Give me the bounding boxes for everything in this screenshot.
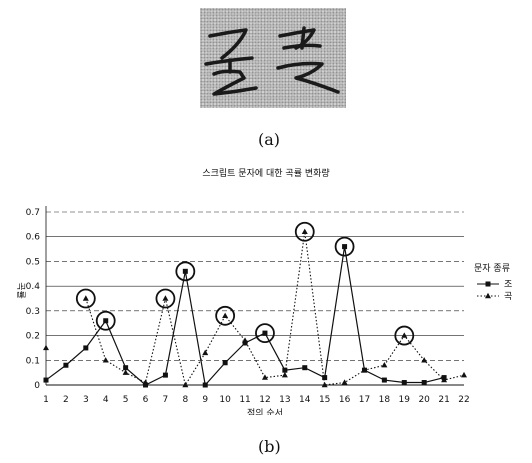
x-tick-label: 3 <box>83 395 89 405</box>
x-tick-label: 20 <box>418 395 430 405</box>
x-tick-label: 11 <box>239 395 250 405</box>
data-point <box>202 349 209 356</box>
legend-label: 조 <box>504 280 512 290</box>
y-axis-label: 곡률 <box>15 282 26 299</box>
x-tick-label: 14 <box>299 395 311 405</box>
caption-a: (a) <box>258 130 281 149</box>
data-point <box>322 375 328 381</box>
data-point <box>262 330 268 336</box>
data-point <box>242 340 248 346</box>
data-point <box>82 295 89 301</box>
highlight-circle <box>215 305 236 326</box>
legend-title: 문자 종류 <box>474 263 510 274</box>
highlight-circle <box>175 261 196 282</box>
x-tick-label: 8 <box>182 395 188 405</box>
data-point <box>261 374 268 380</box>
data-point <box>361 366 368 373</box>
data-point <box>162 295 169 301</box>
x-axis-label: 점의 순서 <box>247 407 283 415</box>
highlight-circle <box>334 236 355 257</box>
x-tick-label: 9 <box>202 395 208 405</box>
data-point <box>102 357 109 363</box>
y-tick-label: 0.2 <box>26 332 40 342</box>
y-tick-label: 0.6 <box>26 233 41 243</box>
data-point <box>381 362 388 368</box>
highlight-circle <box>95 310 116 331</box>
legend-marker <box>485 292 491 299</box>
series-layer <box>43 228 467 388</box>
handwritten-character-image <box>200 8 346 108</box>
x-tick-label: 7 <box>163 395 169 405</box>
highlight-circle <box>394 325 415 346</box>
data-point <box>83 345 89 351</box>
data-point <box>242 337 249 343</box>
circle-layer <box>75 221 415 346</box>
x-tick-label: 16 <box>339 395 351 405</box>
chart-title: 스크립트 문자에 대한 곡률 변화량 <box>202 167 329 179</box>
data-point <box>123 365 129 371</box>
data-point <box>122 369 129 375</box>
x-tick-label: 22 <box>458 395 469 405</box>
data-point <box>63 362 69 368</box>
y-tick-label: 0.5 <box>26 257 40 267</box>
data-point <box>103 318 109 324</box>
y-tick-label: 0.4 <box>26 282 41 292</box>
x-tick-label: 5 <box>123 395 129 405</box>
y-tick-label: 0.7 <box>26 208 40 218</box>
x-tick-label: 10 <box>219 395 231 405</box>
data-point <box>461 371 467 378</box>
data-point <box>281 371 288 378</box>
data-point <box>222 312 229 318</box>
x-tick-label: 19 <box>399 395 411 405</box>
data-point <box>401 332 408 338</box>
handwritten-strokes <box>204 26 340 96</box>
series-2 <box>43 228 467 388</box>
data-point <box>441 376 448 383</box>
caption-b: (b) <box>258 437 281 456</box>
x-tick-label: 17 <box>359 395 370 405</box>
axis-layer: 00.10.20.30.40.50.60.71 2 3 4 5 6 7 8 9 10 11 12 13 1… <box>15 206 470 415</box>
x-tick-label: 13 <box>279 395 290 405</box>
highlight-circle <box>75 288 96 309</box>
y-tick-label: 0.1 <box>26 356 40 366</box>
data-point <box>142 379 149 385</box>
curvature-chart: 스크립트 문자에 대한 곡률 변화량 0 0.1 0.2 0.3 0.4 0.5 0.6 0.… <box>15 167 512 415</box>
data-point <box>342 244 348 250</box>
legend-marker <box>485 281 491 287</box>
data-point <box>401 380 407 386</box>
series-line <box>85 231 465 387</box>
data-point <box>301 228 308 234</box>
x-tick-label: 1 <box>43 395 49 405</box>
grid-layer <box>46 211 464 361</box>
data-point <box>341 379 348 385</box>
x-tick-label: 4 <box>103 395 109 405</box>
x-tick-label: 15 <box>319 395 330 405</box>
x-tick-label: 12 <box>259 395 270 405</box>
data-point <box>302 365 308 371</box>
y-tick-label: 0.3 <box>26 307 40 317</box>
data-point <box>421 357 428 363</box>
highlight-circle <box>294 221 315 242</box>
data-point <box>182 268 188 274</box>
data-point <box>222 360 228 366</box>
x-tick-label: 6 <box>143 395 149 405</box>
x-tick-label: 21 <box>438 395 449 405</box>
y-tick-label: 0 <box>34 381 40 391</box>
highlight-circle <box>255 323 275 344</box>
x-tick-label: 18 <box>379 395 391 405</box>
data-point <box>162 372 168 378</box>
data-point <box>381 377 387 383</box>
x-tick-label: 2 <box>63 395 69 405</box>
highlight-circle <box>155 288 176 309</box>
legend-label: 곡 <box>504 291 512 302</box>
data-point <box>282 367 288 373</box>
data-point <box>421 380 427 386</box>
